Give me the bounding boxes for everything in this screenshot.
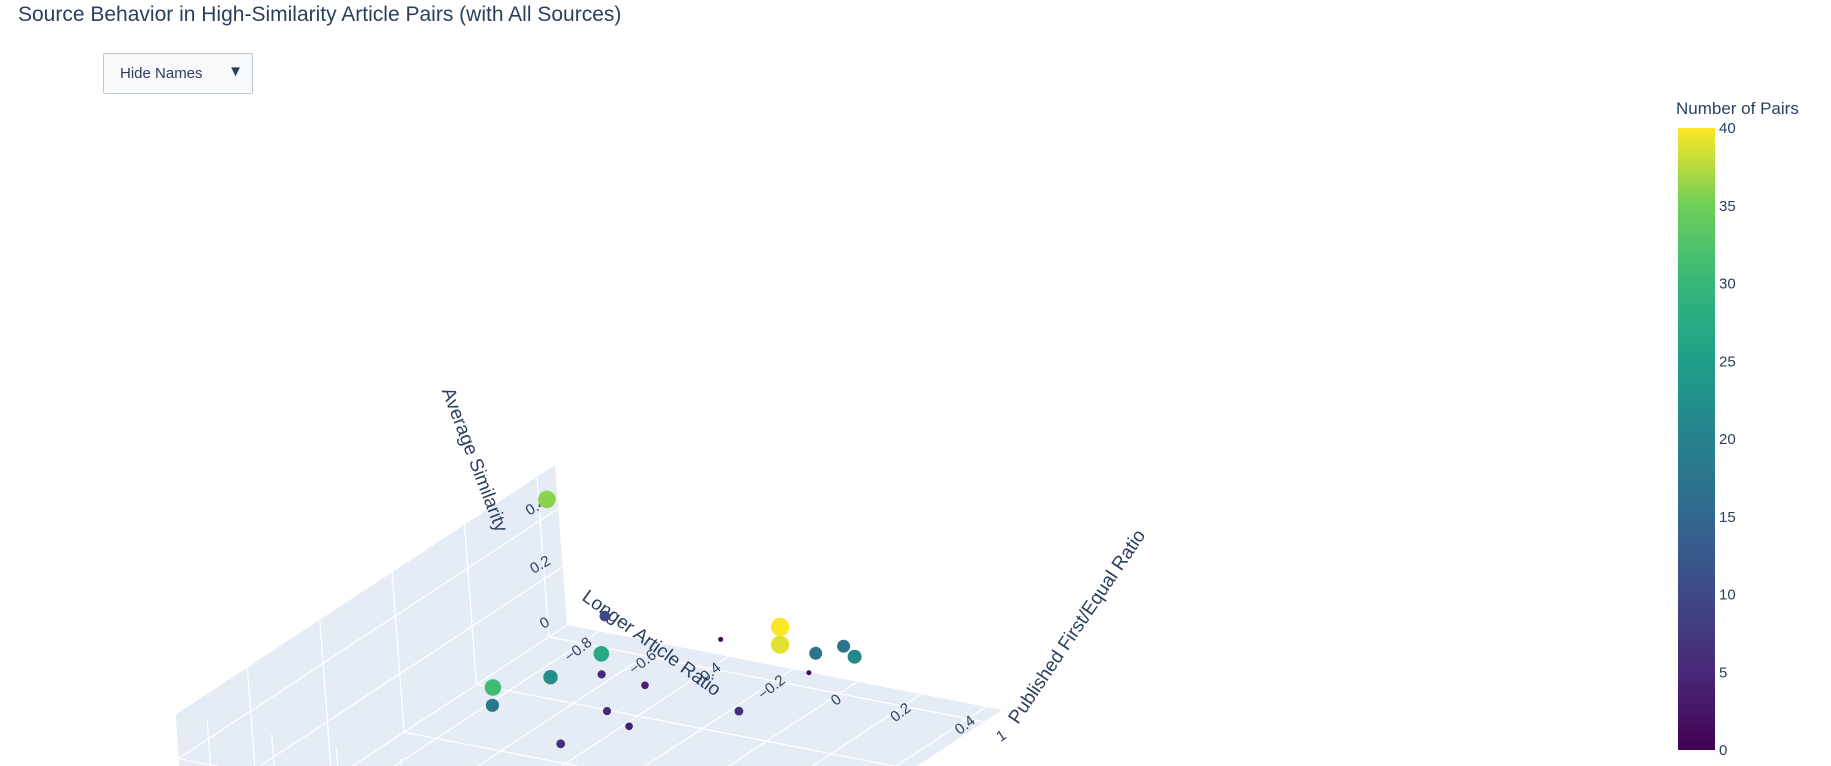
data-point	[602, 707, 612, 716]
z-axis-title: Average Similarity	[437, 385, 512, 536]
data-point	[734, 706, 744, 716]
colorbar-tick-label: 15	[1719, 509, 1736, 526]
plot-scene[interactable]: −0.8−0.6−0.4−0.200.20.400.20.40.60.8100.…	[174, 385, 1151, 766]
gridline-y	[246, 667, 256, 766]
caret-down-icon: ▼	[228, 63, 243, 80]
colorbar-tick-label: 0	[1719, 742, 1727, 759]
colorbar-tick-label: 35	[1719, 198, 1736, 215]
back-wall-yz	[175, 465, 567, 766]
gridline-z	[351, 624, 568, 766]
colorbar-gradient	[1678, 128, 1715, 750]
floor-plane	[352, 625, 1002, 766]
gridline-x	[206, 630, 600, 766]
y-axis-title: Published First/Equal Ratio	[1005, 526, 1151, 728]
gridline-x	[271, 643, 665, 766]
data-point	[538, 490, 556, 509]
y-tick-label: 1	[993, 727, 1009, 746]
data-point	[809, 646, 823, 660]
colorbar-tick-label: 25	[1719, 353, 1736, 370]
colorbar-title: Number of Pairs	[1676, 99, 1799, 118]
data-point	[599, 610, 611, 622]
colorbar-tick-label: 10	[1719, 587, 1736, 604]
data-point	[556, 739, 566, 749]
chart-title: Source Behavior in High-Similarity Artic…	[18, 3, 622, 26]
colorbar-tick-label: 5	[1719, 664, 1727, 681]
colorbar-tick-label: 30	[1719, 276, 1736, 293]
data-point	[806, 670, 812, 676]
colorbar-tick-label: 40	[1719, 120, 1736, 137]
gridline-y	[319, 619, 332, 766]
data-point	[837, 639, 851, 653]
data-point	[484, 679, 502, 696]
dropdown-selected-label: Hide Names	[120, 65, 203, 82]
gridline-x	[335, 655, 729, 766]
colorbar-tick-label: 20	[1719, 431, 1736, 448]
data-point	[593, 646, 610, 662]
gridline-z	[176, 508, 559, 766]
data-point	[625, 722, 633, 731]
colorbar: Number of Pairs 0 5 10 15 20 25 30 35 40	[1676, 99, 1799, 759]
data-point	[597, 670, 606, 679]
data-point	[771, 635, 790, 654]
data-point	[718, 636, 724, 642]
data-point	[847, 649, 862, 664]
gridline-z	[258, 566, 563, 766]
gridline-x	[400, 668, 793, 766]
data-point	[543, 670, 558, 685]
data-point	[485, 698, 499, 712]
data-point	[641, 681, 649, 690]
gridline-x	[727, 681, 858, 766]
names-toggle-dropdown[interactable]: Hide Names ▼	[103, 53, 253, 94]
data-point	[770, 617, 790, 637]
